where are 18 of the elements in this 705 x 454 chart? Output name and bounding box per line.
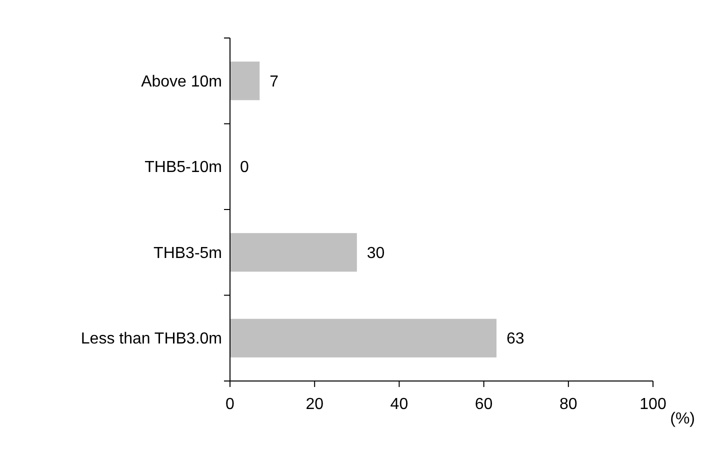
bar: [230, 62, 260, 100]
y-tick-label: Above 10m: [141, 73, 222, 90]
y-tick-label: THB5-10m: [144, 159, 222, 176]
data-label: 30: [366, 244, 385, 262]
y-tick-label: Less than THB3.0m: [80, 330, 222, 348]
x-tick-label: 40: [390, 396, 408, 413]
x-tick-label: 0: [226, 396, 235, 413]
bar: [230, 233, 357, 272]
data-label: 63: [506, 330, 524, 348]
x-tick-label: 60: [474, 396, 493, 413]
x-tick-label: 20: [306, 396, 324, 413]
y-tick-label: THB3-5m: [154, 244, 222, 262]
data-label: 7: [270, 73, 279, 90]
data-label: 0: [240, 159, 249, 176]
x-tick-label: 80: [560, 396, 578, 413]
bar: [230, 318, 496, 358]
x-tick-label: 100: [640, 396, 666, 413]
x-axis-title: (%): [670, 410, 695, 428]
